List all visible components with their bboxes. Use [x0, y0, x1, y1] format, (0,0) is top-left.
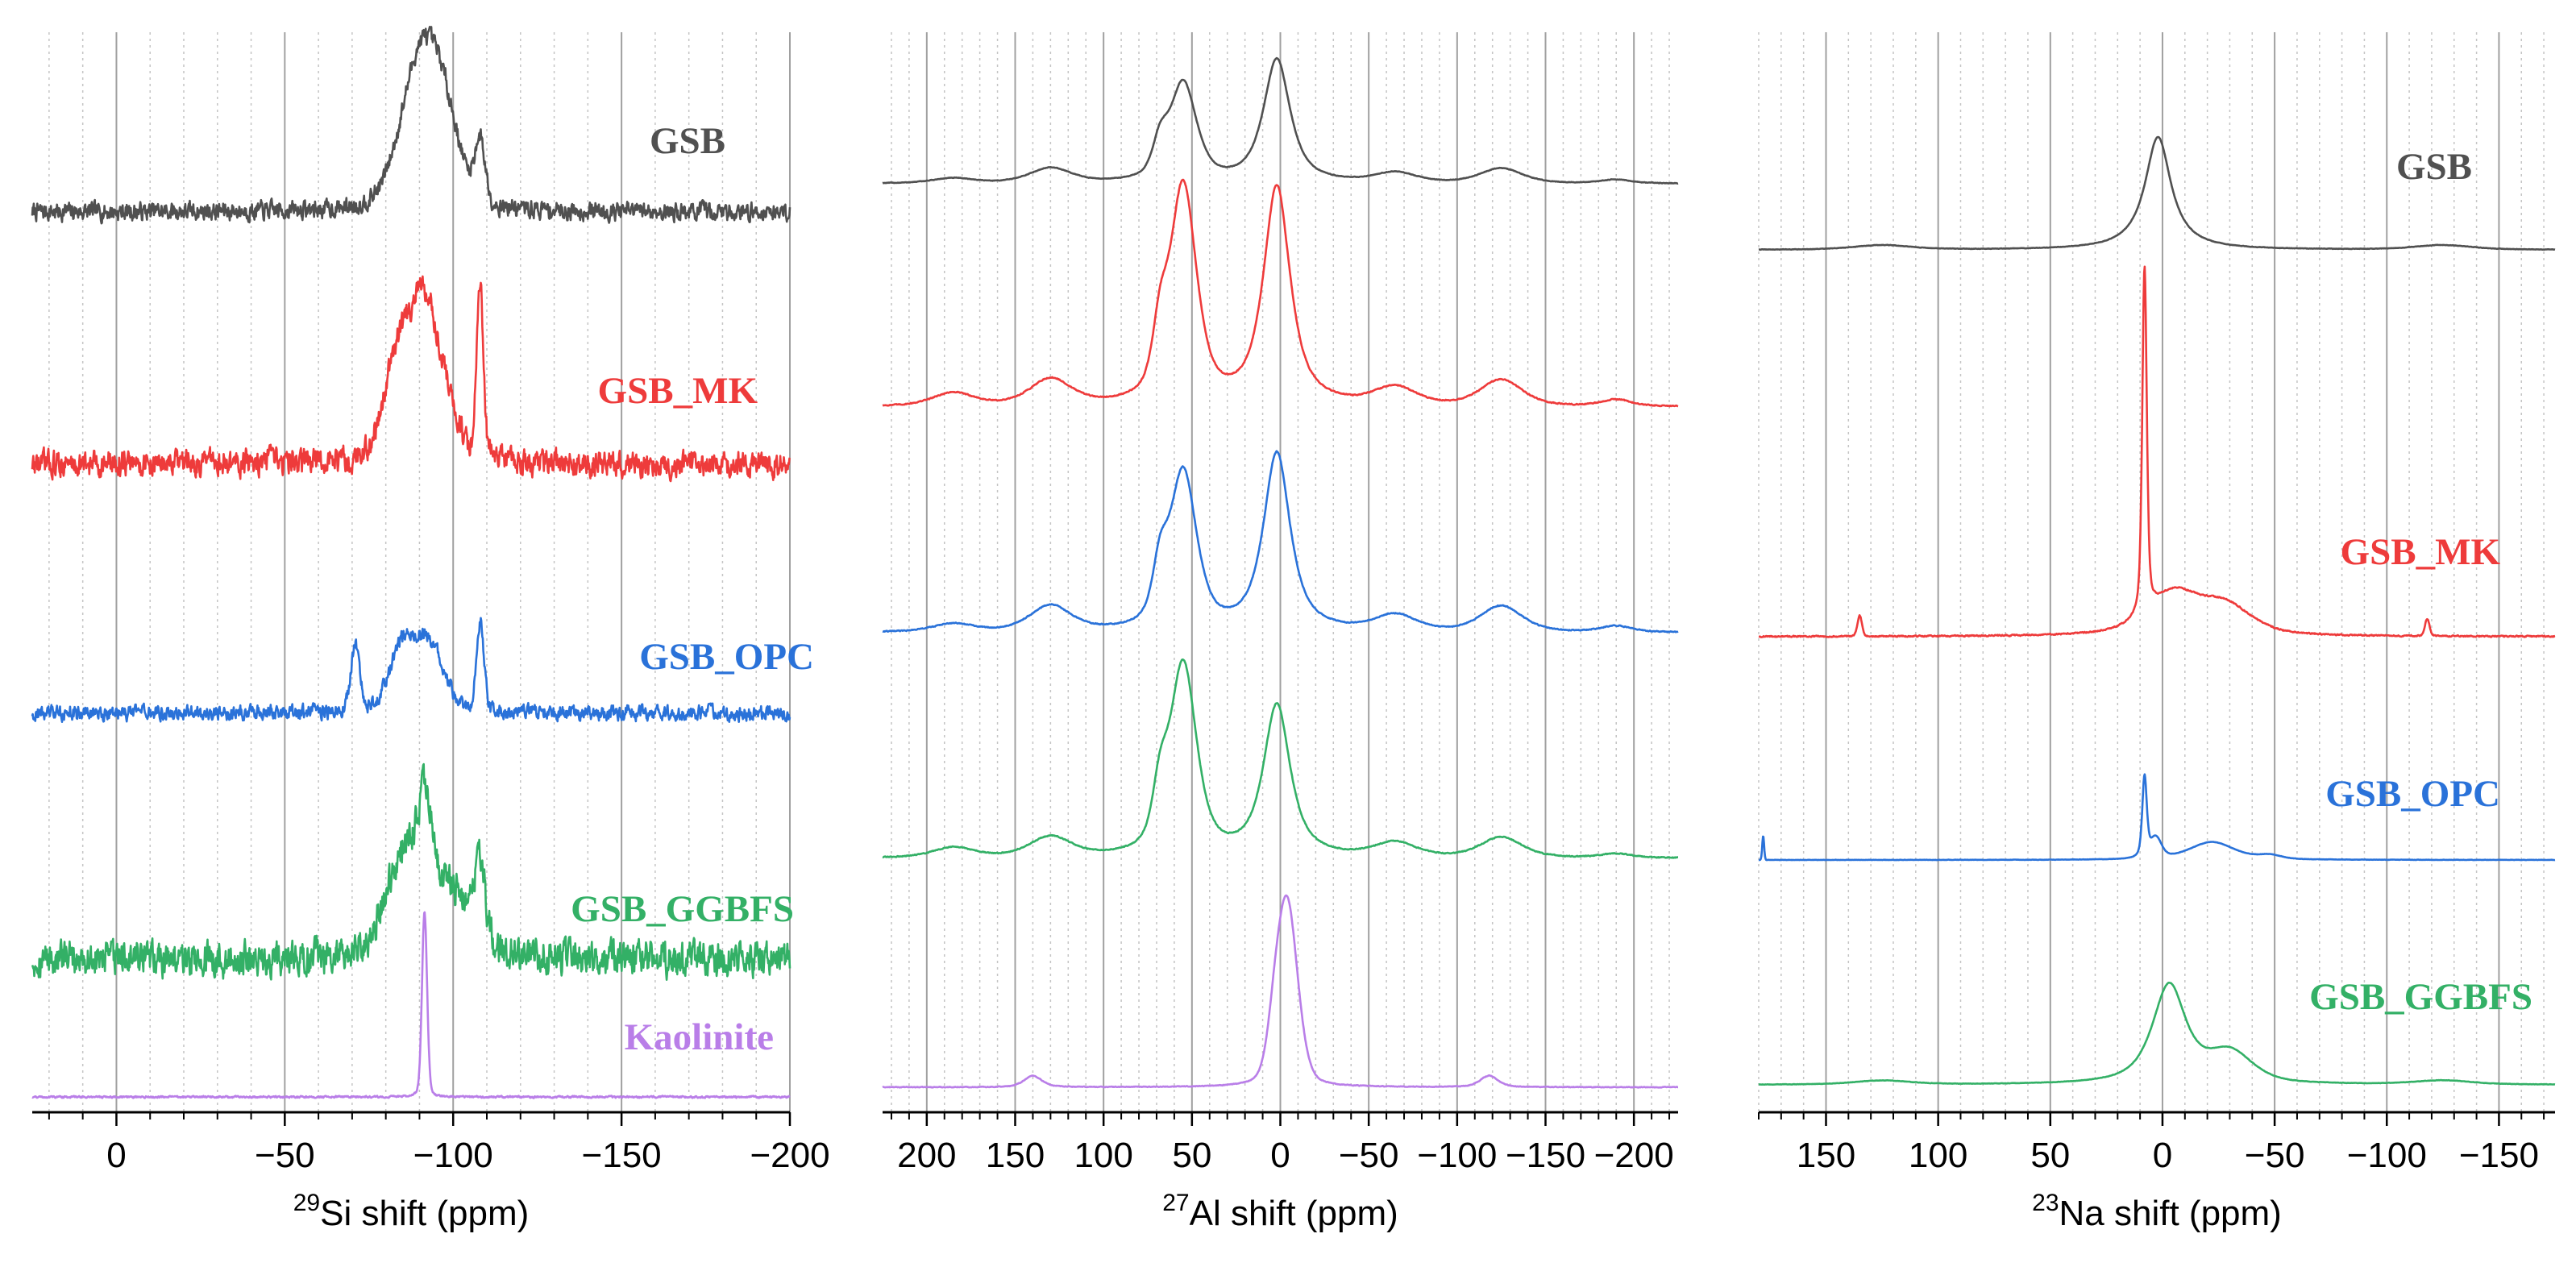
series-label-23na-gsb-mk: GSB_MK [2341, 531, 2501, 573]
tick-label: 100 [1074, 1136, 1132, 1175]
tick-label: 50 [2030, 1136, 2070, 1175]
tick-label: −50 [2245, 1136, 2305, 1175]
tick-label: −50 [255, 1136, 315, 1175]
spectrum-27al-kaolinite [882, 894, 1679, 1089]
spectrum-29si-kaolinite [31, 911, 791, 1099]
spectrum-27al-gsb [882, 56, 1679, 185]
x-axis-title-superscript: 23 [2032, 1190, 2059, 1216]
series-label-29si-gsb-opc: GSB_OPC [639, 636, 814, 678]
tick-label: −150 [582, 1136, 662, 1175]
spectrum-27al-gsb-ggbfs [882, 658, 1679, 859]
panel-29si: GSB GSB_MK GSB_OPC GSB_GGBFS Kaolinite 0 −50 −1… [31, 25, 830, 1233]
spectrum-23na-gsb-mk [1758, 265, 2556, 638]
tick-label: −150 [1506, 1136, 1585, 1175]
series-label-29si-gsb-ggbfs: GSB_GGBFS [571, 888, 794, 930]
series-label-23na-gsb-opc: GSB_OPC [2325, 773, 2500, 815]
tick-label: −100 [413, 1136, 493, 1175]
x-axis-title-superscript: 27 [1162, 1190, 1189, 1216]
panel-27al: 200 150 100 50 0 −50 −100 −150 −200 27Al shift (p… [882, 32, 1679, 1233]
spectrum-29si-gsb [31, 25, 791, 225]
tick-label: −50 [1339, 1136, 1399, 1175]
grid-23na [1758, 32, 2545, 1112]
spectrum-29si-gsb-opc [31, 617, 791, 723]
x-axis-title-23na: 23Na shift (ppm) [2032, 1190, 2282, 1233]
tick-label: 0 [106, 1136, 126, 1175]
spectrum-23na-gsb-opc [1758, 773, 2556, 862]
grid-27al [891, 32, 1670, 1112]
x-axis-title-superscript: 29 [293, 1190, 320, 1216]
tick-label: 50 [1172, 1136, 1211, 1175]
series-label-23na-gsb: GSB [2396, 146, 2472, 188]
tick-label: 150 [986, 1136, 1045, 1175]
tick-label: −200 [1594, 1136, 1674, 1175]
tick-label: −100 [1417, 1136, 1497, 1175]
spectrum-23na-gsb [1758, 135, 2556, 251]
spectrum-29si-gsb-mk [31, 275, 791, 483]
x-axis-title-text: Na shift (ppm) [2059, 1194, 2282, 1233]
x-axis-title-27al: 27Al shift (ppm) [1162, 1190, 1398, 1233]
panel-23na: GSB GSB_MK GSB_OPC GSB_GGBFS 150 100 50 0 −50 −10… [1758, 32, 2556, 1233]
series-label-29si-gsb-mk: GSB_MK [598, 370, 758, 412]
tick-label: 0 [1270, 1136, 1290, 1175]
spectrum-27al-gsb-mk [882, 178, 1679, 408]
x-axis-title-text: Al shift (ppm) [1190, 1194, 1398, 1233]
tick-label: −100 [2347, 1136, 2427, 1175]
tick-label: 200 [897, 1136, 956, 1175]
tick-label: 100 [1909, 1136, 1967, 1175]
spectrum-27al-gsb-opc [882, 450, 1679, 634]
spectrum-29si-gsb-ggbfs [31, 762, 791, 981]
series-label-29si-gsb: GSB [650, 120, 725, 162]
x-axis-title-29si: 29Si shift (ppm) [293, 1190, 530, 1233]
series-label-29si-kaolinite: Kaolinite [625, 1016, 774, 1058]
tick-label: 150 [1797, 1136, 1855, 1175]
tick-label: −200 [750, 1136, 829, 1175]
spectrum-23na-gsb-ggbfs [1758, 982, 2556, 1086]
tick-label: −150 [2459, 1136, 2539, 1175]
x-axis-title-text: Si shift (ppm) [320, 1194, 529, 1233]
series-label-23na-gsb-ggbfs: GSB_GGBFS [2309, 976, 2532, 1018]
tick-label: 0 [2153, 1136, 2172, 1175]
